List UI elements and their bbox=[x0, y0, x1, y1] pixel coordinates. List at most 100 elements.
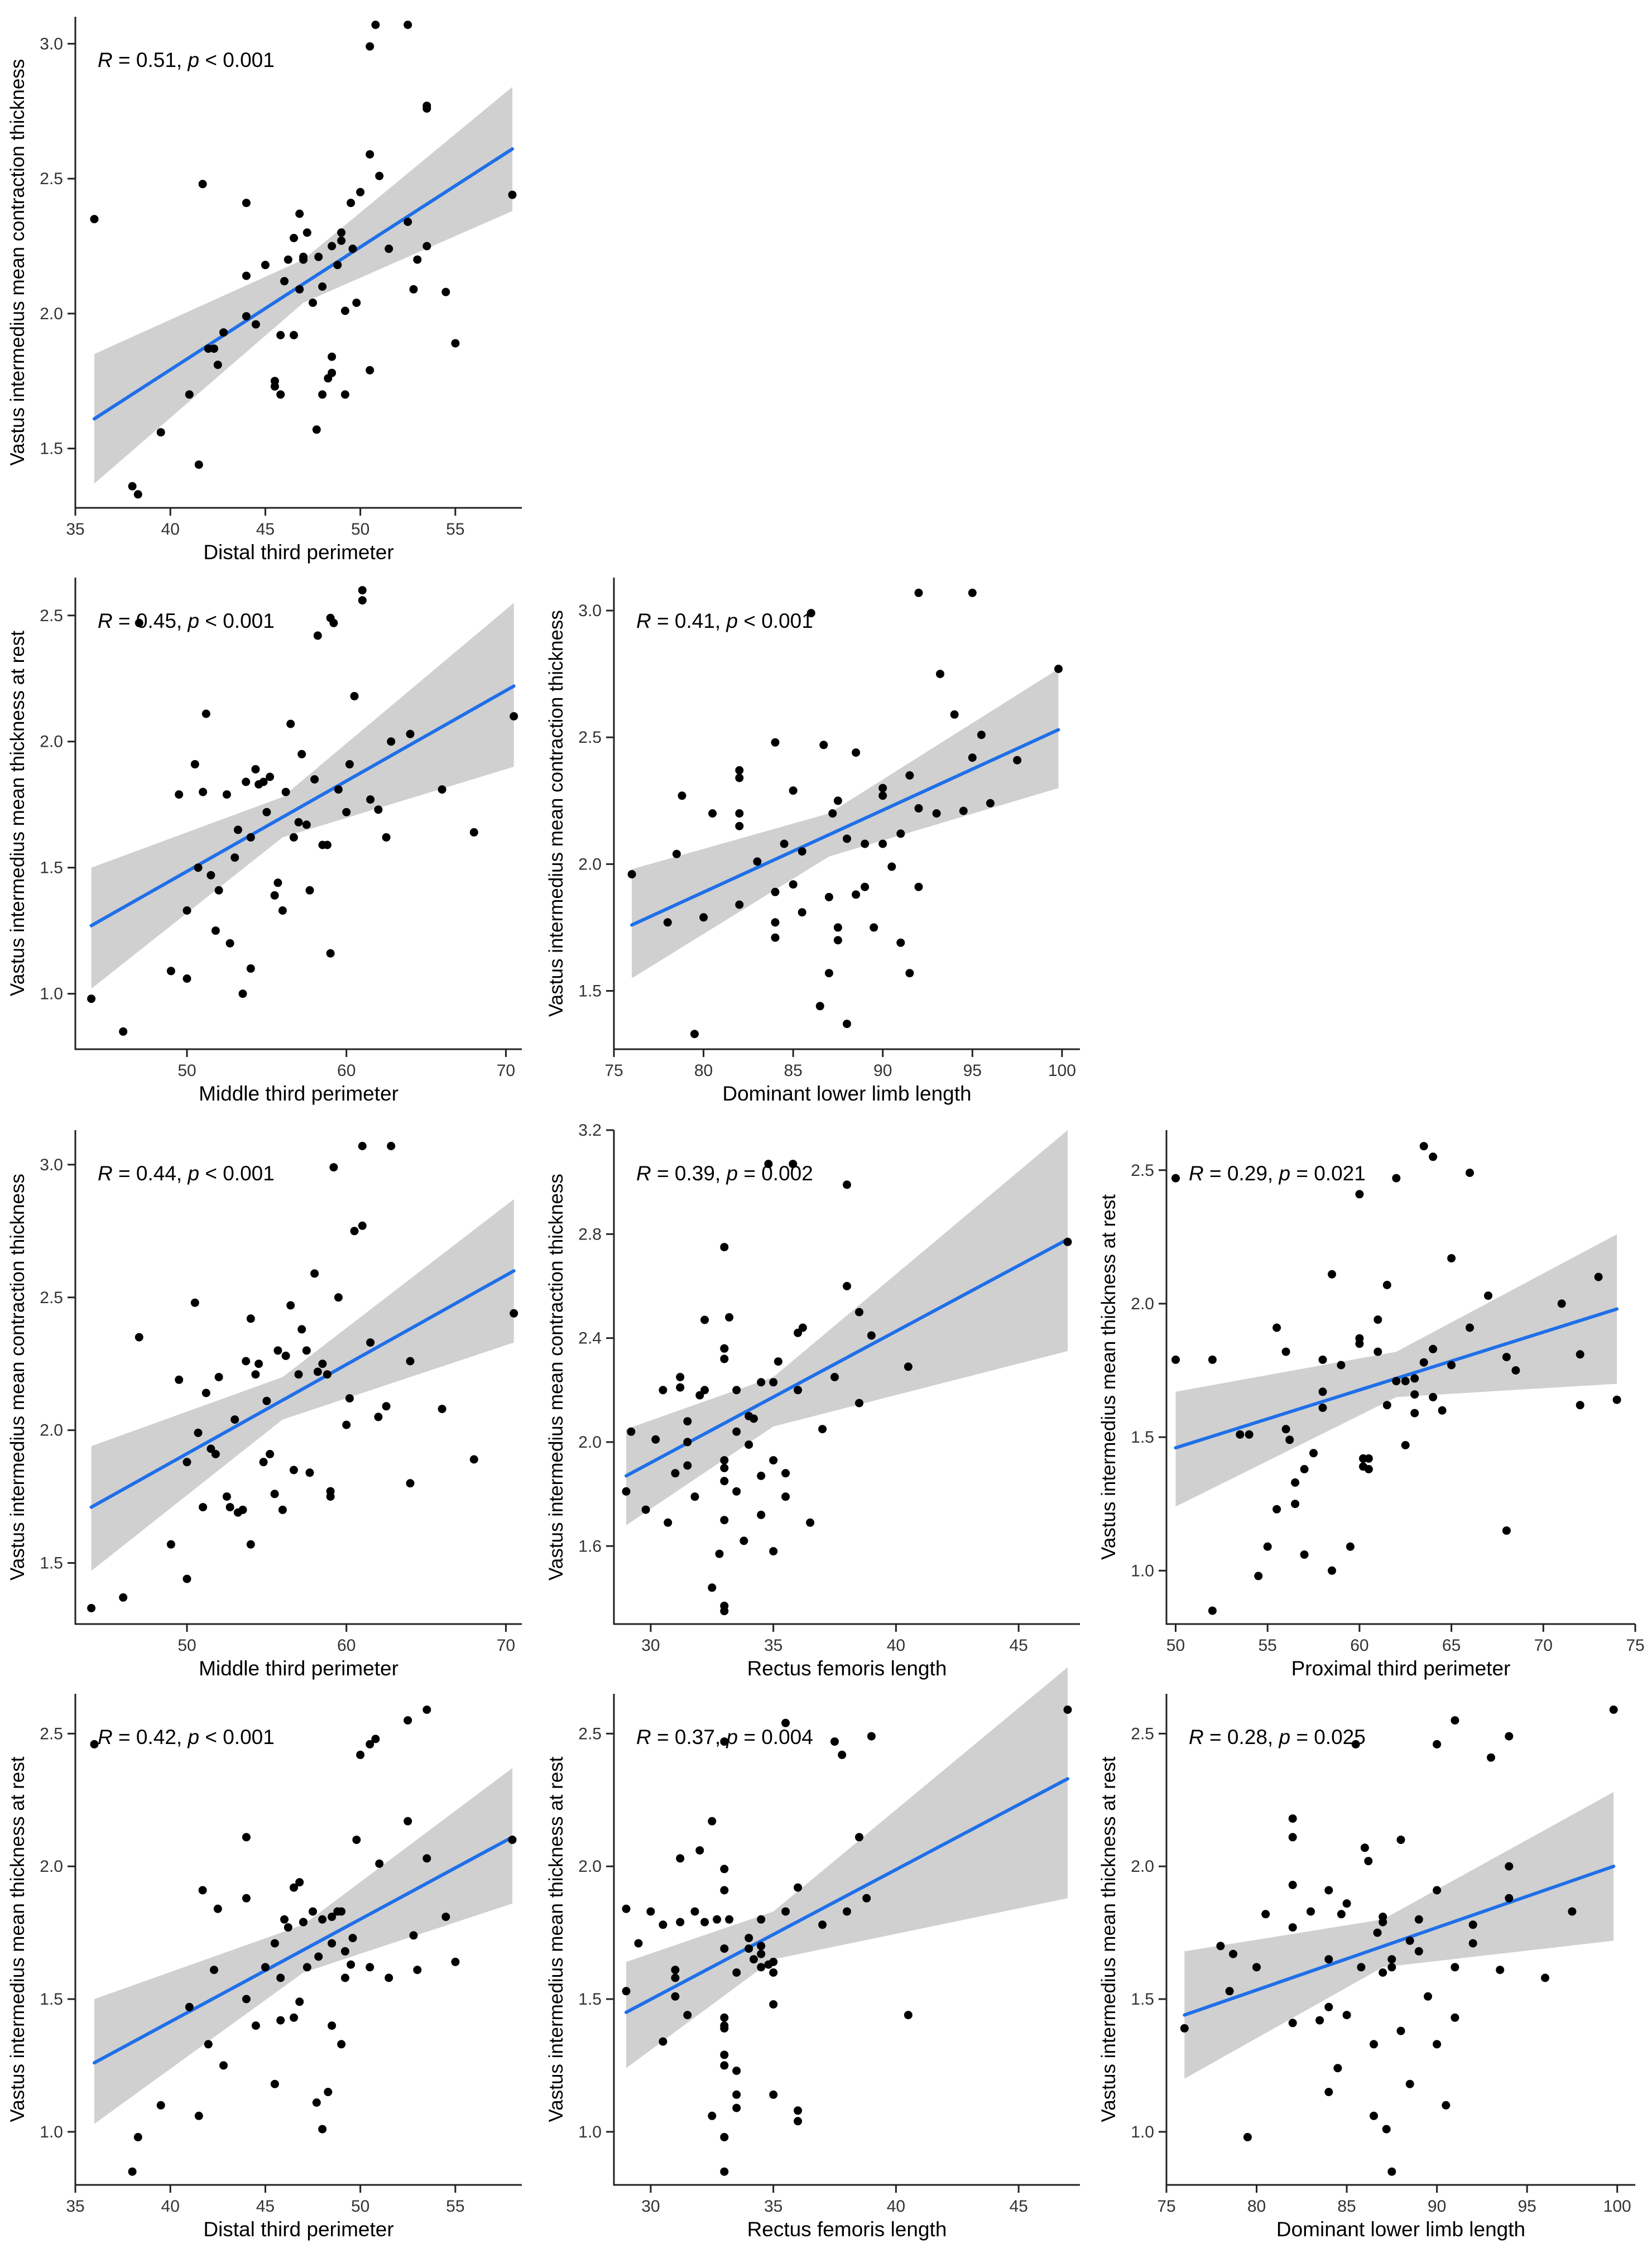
data-point bbox=[1387, 2167, 1396, 2176]
data-point bbox=[622, 1904, 631, 1913]
data-point bbox=[1355, 1190, 1364, 1199]
annotation-p-label: p bbox=[726, 609, 738, 632]
data-point bbox=[830, 1373, 839, 1381]
data-point bbox=[281, 787, 290, 796]
data-point bbox=[281, 1351, 290, 1360]
y-tick-label: 1.5 bbox=[40, 440, 63, 458]
data-point bbox=[90, 215, 99, 224]
data-point bbox=[789, 1160, 798, 1169]
data-point bbox=[1405, 2079, 1414, 2088]
data-point bbox=[413, 1966, 422, 1975]
data-point bbox=[676, 1854, 685, 1863]
data-point bbox=[358, 1221, 367, 1230]
data-point bbox=[1364, 1465, 1373, 1473]
data-point bbox=[843, 1180, 851, 1189]
data-point bbox=[824, 892, 833, 901]
data-point bbox=[664, 1518, 673, 1527]
x-tick-label: 40 bbox=[161, 2197, 180, 2216]
data-point bbox=[671, 1469, 680, 1478]
data-point bbox=[720, 1354, 729, 1363]
data-point bbox=[382, 1402, 391, 1411]
data-point bbox=[1568, 1907, 1577, 1916]
data-point bbox=[387, 1142, 396, 1150]
correlation-annotation: R = 0.37, p = 0.004 bbox=[636, 1726, 813, 1748]
data-point bbox=[1357, 1963, 1366, 1972]
data-point bbox=[1370, 2111, 1378, 2120]
data-point bbox=[266, 1450, 275, 1458]
y-tick-label: 2.5 bbox=[578, 728, 602, 747]
x-axis-title: Distal third perimeter bbox=[203, 541, 393, 564]
data-point bbox=[242, 1995, 251, 2004]
data-point bbox=[757, 1949, 766, 1958]
data-point bbox=[720, 2050, 729, 2059]
data-point bbox=[852, 890, 861, 899]
data-point bbox=[936, 670, 944, 679]
data-point bbox=[273, 878, 282, 887]
data-point bbox=[302, 1346, 311, 1355]
annotation-p-label: p bbox=[187, 49, 199, 71]
data-point bbox=[329, 618, 338, 627]
data-point bbox=[905, 969, 914, 978]
data-point bbox=[1468, 1939, 1477, 1948]
data-point bbox=[622, 1487, 631, 1496]
data-point bbox=[299, 252, 308, 261]
data-point bbox=[190, 760, 199, 768]
data-point bbox=[270, 382, 279, 391]
x-axis-title: Middle third perimeter bbox=[199, 1657, 398, 1680]
data-point bbox=[366, 795, 375, 804]
data-point bbox=[422, 242, 431, 251]
data-point bbox=[270, 1939, 279, 1948]
data-point bbox=[1414, 1947, 1423, 1956]
data-point bbox=[732, 2090, 741, 2099]
x-tick-label: 70 bbox=[1534, 1636, 1553, 1655]
annotation-p-label: p bbox=[726, 1162, 738, 1185]
data-point bbox=[757, 1378, 766, 1387]
data-point bbox=[198, 1886, 207, 1895]
data-point bbox=[838, 1750, 847, 1759]
data-point bbox=[1309, 1449, 1318, 1458]
data-point bbox=[622, 1987, 631, 1996]
data-point bbox=[242, 1357, 251, 1366]
data-point bbox=[725, 1313, 734, 1322]
data-point bbox=[1261, 1910, 1270, 1919]
data-point bbox=[1419, 1358, 1428, 1367]
data-point bbox=[753, 857, 762, 866]
data-point bbox=[211, 926, 220, 935]
data-point bbox=[732, 2103, 741, 2112]
data-point bbox=[135, 618, 143, 627]
data-point bbox=[769, 1957, 778, 1966]
data-point bbox=[757, 1915, 766, 1924]
data-point bbox=[914, 588, 923, 597]
x-tick-label: 40 bbox=[887, 2197, 905, 2216]
data-point bbox=[720, 1456, 729, 1465]
data-point bbox=[659, 1386, 667, 1395]
data-point bbox=[1291, 1500, 1300, 1509]
data-point bbox=[720, 2061, 729, 2070]
data-point bbox=[627, 1427, 636, 1436]
data-point bbox=[1291, 1478, 1300, 1487]
data-point bbox=[166, 1540, 175, 1549]
data-point bbox=[757, 1942, 766, 1951]
data-point bbox=[214, 886, 223, 895]
x-tick-label: 40 bbox=[887, 1636, 905, 1655]
data-point bbox=[663, 918, 672, 927]
data-point bbox=[764, 1160, 773, 1169]
annotation-p-label: p bbox=[187, 1726, 199, 1748]
data-point bbox=[1414, 1915, 1423, 1924]
data-point bbox=[1576, 1401, 1584, 1410]
data-point bbox=[708, 809, 717, 818]
y-tick-label: 1.5 bbox=[1131, 1990, 1154, 2009]
data-point bbox=[1484, 1291, 1492, 1300]
x-axis-title: Middle third perimeter bbox=[199, 1082, 398, 1105]
x-tick-label: 40 bbox=[161, 520, 180, 539]
data-point bbox=[1208, 1355, 1217, 1364]
data-point bbox=[508, 1836, 517, 1844]
data-point bbox=[305, 1468, 314, 1477]
annotation-p-text: < 0.001 bbox=[199, 49, 275, 71]
data-point bbox=[887, 862, 896, 871]
data-point bbox=[1208, 1606, 1217, 1615]
annotation-r-label: R bbox=[98, 49, 113, 71]
annotation-r-label: R bbox=[636, 1726, 651, 1748]
data-point bbox=[1225, 1987, 1234, 1996]
data-point bbox=[1243, 2132, 1252, 2141]
